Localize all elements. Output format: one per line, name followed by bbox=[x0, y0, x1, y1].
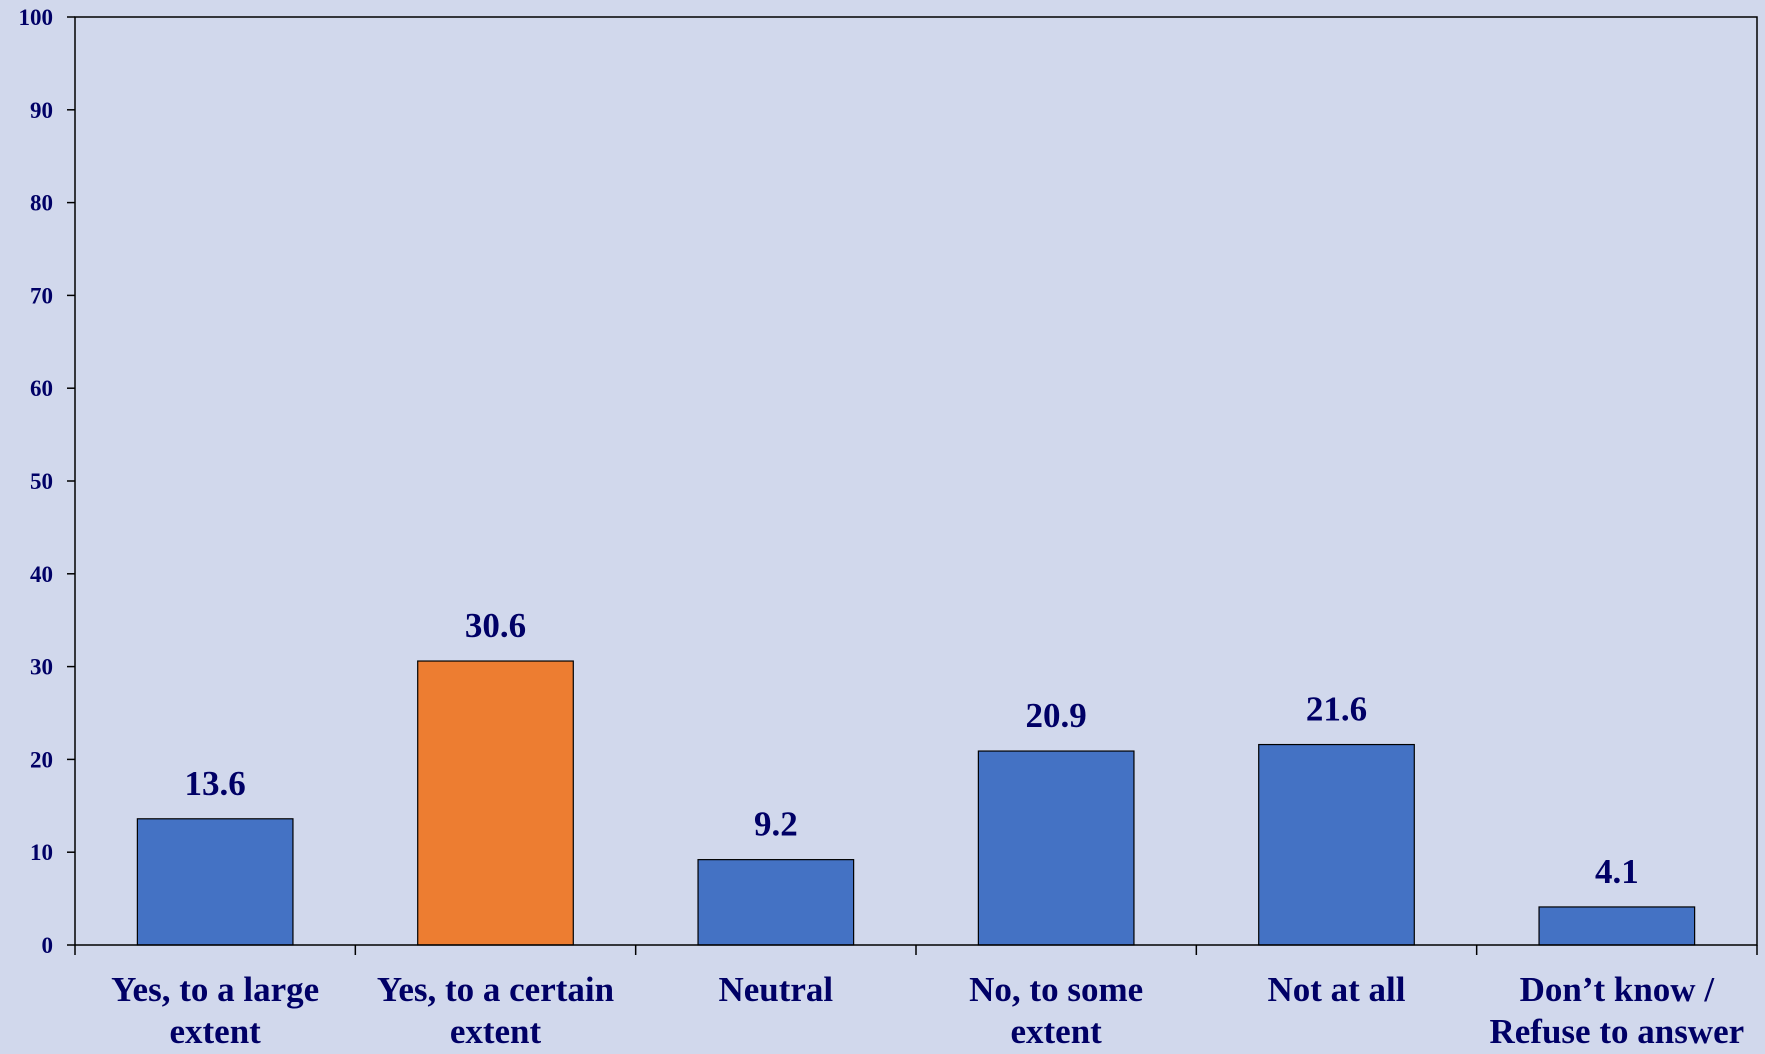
y-tick-label: 60 bbox=[30, 376, 53, 401]
bar-6 bbox=[1538, 906, 1696, 946]
x-tick-label-2: Yes, to a certain extent bbox=[377, 970, 614, 1049]
x-tick-label-4: No, to some extent bbox=[969, 970, 1143, 1049]
x-tick-label-line: Yes, to a certain bbox=[377, 970, 614, 1009]
x-tick-label-line: Don’t know / bbox=[1520, 970, 1716, 1009]
data-label-4: 20.9 bbox=[1026, 696, 1087, 735]
data-label-1: 13.6 bbox=[185, 764, 246, 803]
x-tick-label-5: Not at all bbox=[1267, 970, 1405, 1009]
bar-5 bbox=[1258, 743, 1415, 946]
y-tick-label: 100 bbox=[19, 5, 54, 30]
y-tick-label: 80 bbox=[30, 191, 53, 216]
y-tick-label: 40 bbox=[30, 562, 53, 587]
x-tick-label-line: No, to some bbox=[969, 970, 1143, 1009]
y-tick-label: 30 bbox=[30, 655, 53, 680]
y-tick-label: 20 bbox=[30, 747, 53, 772]
data-label-5: 21.6 bbox=[1306, 690, 1367, 729]
data-label-2: 30.6 bbox=[465, 606, 526, 645]
x-tick-label-line: extent bbox=[450, 1012, 542, 1049]
bar-2 bbox=[417, 660, 574, 946]
y-tick-label: 70 bbox=[30, 283, 53, 308]
x-tick-label-line: extent bbox=[169, 1012, 261, 1049]
x-tick-label-1: Yes, to a large extent bbox=[111, 970, 319, 1049]
plot-frame bbox=[74, 16, 1758, 946]
bar-3 bbox=[697, 859, 855, 946]
y-tick-label: 50 bbox=[30, 469, 53, 494]
labels-layer: 13.6 30.6 9.2 20.9 21.6 4.1 0 10 20 30 40 50 60 70 80 9… bbox=[19, 5, 1745, 1051]
x-tick-label-line: extent bbox=[1010, 1012, 1102, 1049]
x-tick-label-line: Yes, to a large bbox=[111, 970, 319, 1009]
x-tick-label-line: Refuse to answer bbox=[1489, 1012, 1744, 1049]
y-tick-label: 10 bbox=[30, 840, 53, 865]
y-tick-label: 0 bbox=[42, 933, 54, 958]
x-tick-label-3: Neutral bbox=[718, 970, 833, 1009]
x-tick-label-6: Don’t know / Refuse to answer bbox=[1489, 970, 1744, 1049]
y-tick-label: 90 bbox=[30, 98, 53, 123]
data-label-6: 4.1 bbox=[1595, 852, 1639, 891]
bar-4 bbox=[977, 750, 1135, 946]
x-tick-label-line: Not at all bbox=[1267, 970, 1405, 1009]
data-label-3: 9.2 bbox=[754, 805, 798, 844]
bars-layer bbox=[136, 660, 1696, 946]
axes-layer bbox=[67, 16, 1758, 955]
bar-1 bbox=[136, 818, 294, 946]
x-tick-label-line: Neutral bbox=[718, 970, 833, 1009]
